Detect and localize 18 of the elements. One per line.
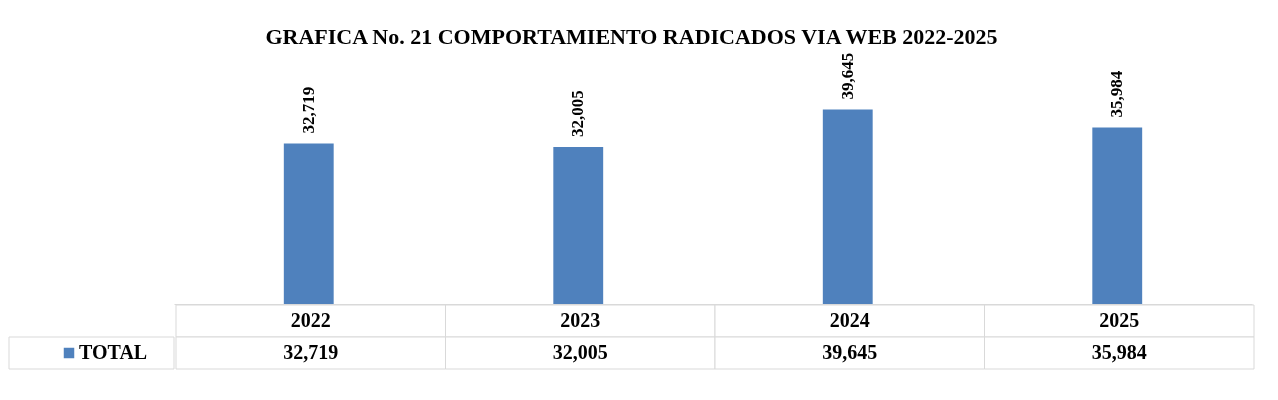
data-label: 32,719 (283, 341, 339, 363)
x-tick-label: 2024 (829, 309, 870, 331)
data-label: 35,984 (1091, 341, 1147, 363)
text: 32,005 (568, 90, 588, 138)
x-tick-label: 2022 (290, 309, 331, 331)
bar (283, 143, 334, 304)
text: 35,984 (1107, 70, 1127, 118)
data-label: 39,645 (822, 341, 878, 363)
legend-label: TOTAL (79, 341, 148, 363)
bar (1092, 127, 1143, 304)
data-label: 32,005 (552, 341, 608, 363)
x-tick-label: 2025 (1099, 309, 1140, 331)
bar (822, 109, 873, 304)
text: 39,645 (837, 52, 857, 100)
text: 32,719 (298, 86, 318, 134)
chart-title: GRAFICA No. 21 COMPORTAMIENTO RADICADOS VIA WEB 2022-2025 (265, 23, 998, 49)
x-tick-label: 2023 (560, 309, 601, 331)
bar (553, 147, 604, 304)
